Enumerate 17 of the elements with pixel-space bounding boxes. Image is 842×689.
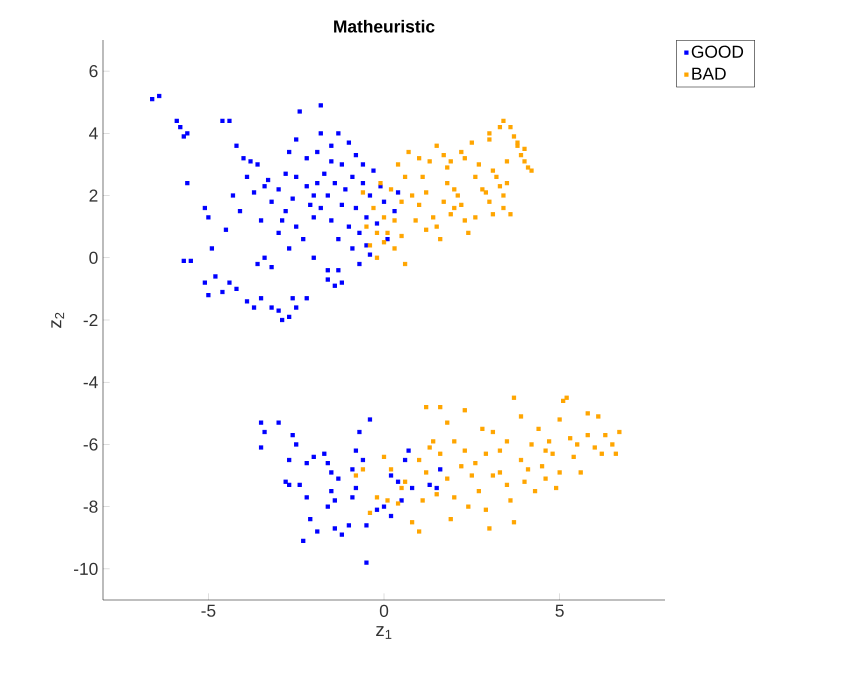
y-tick-label: 2: [90, 189, 98, 202]
y-tick-label: 6: [90, 64, 98, 78]
y-tick-label: -6: [84, 438, 98, 451]
y-tick-label: -4: [84, 376, 98, 388]
y-tick-label: -10: [74, 562, 98, 576]
legend-label: BAD: [692, 68, 726, 80]
y-tick-label: 4: [89, 127, 98, 140]
y-tick-label: -8: [84, 500, 98, 513]
legend-label: GOOD: [692, 46, 744, 58]
y-axis-title: z$_{2}$: [51, 312, 64, 328]
x-axis-title: z$_{1}$: [376, 626, 392, 639]
x-tick-label: -5: [201, 604, 216, 617]
y-tick-label: 0: [89, 252, 98, 264]
x-tick-label: 0: [380, 604, 388, 617]
y-tick-label: -2: [84, 314, 98, 326]
chart-title: Matheuristic: [334, 20, 435, 33]
x-tick-label: 5: [556, 604, 564, 617]
